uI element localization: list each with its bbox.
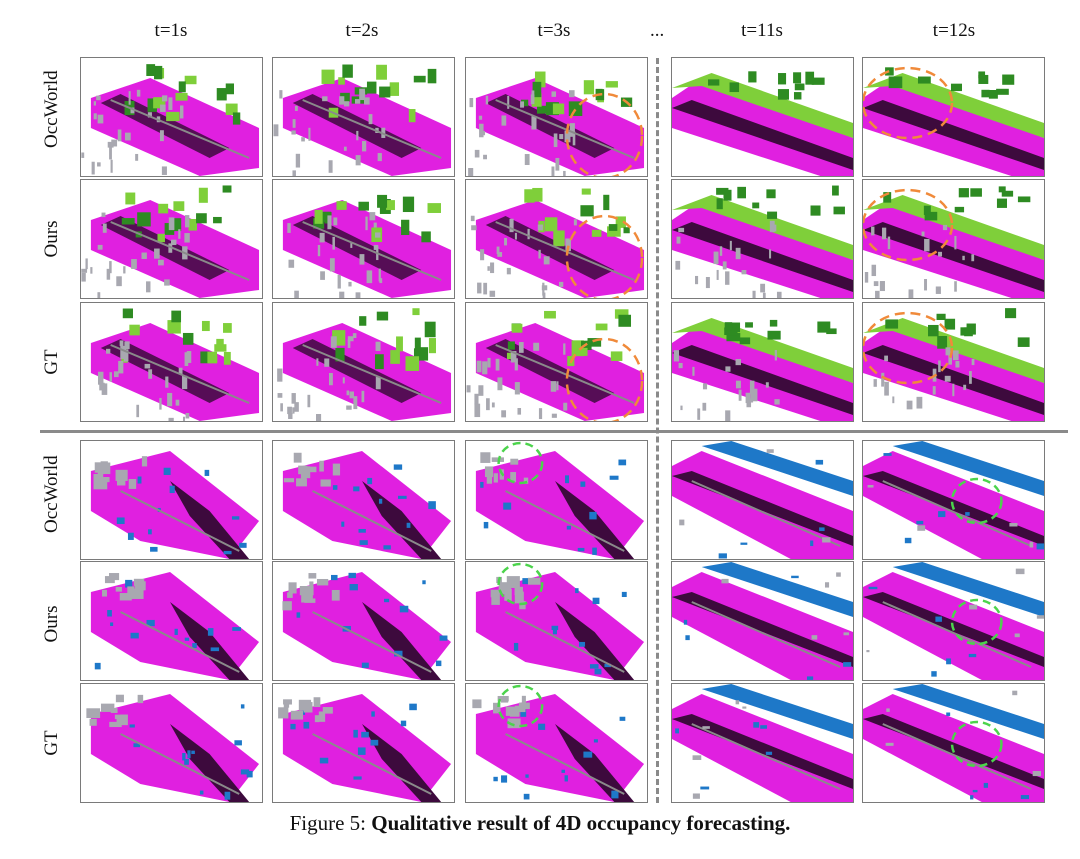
row-label-bottom-gt: GT [41, 730, 62, 756]
occupancy-panel-top-occworld-t2 [272, 57, 455, 177]
occupancy-render [472, 684, 645, 802]
occupancy-panel-top-ours-t3 [465, 179, 648, 299]
occupancy-render [475, 441, 645, 559]
time-ellipsis: ... [650, 20, 665, 41]
occupancy-render [86, 694, 260, 802]
occupancy-render [90, 451, 260, 559]
occupancy-render [468, 71, 645, 176]
occupancy-render [672, 318, 853, 421]
occupancy-panel-bottom-occworld-t3 [465, 440, 648, 560]
occupancy-panel-bottom-ours-t2 [272, 561, 455, 681]
occupancy-render [863, 66, 1044, 176]
occupancy-panel-top-gt-t3 [465, 302, 648, 422]
occupancy-render [90, 308, 260, 421]
figure-caption: Figure 5: Qualitative result of 4D occup… [0, 811, 1080, 836]
occupancy-panel-bottom-ours-t11 [671, 561, 854, 681]
occupancy-panel-bottom-occworld-t2 [272, 440, 455, 560]
occupancy-panel-top-gt-t12 [862, 302, 1045, 422]
occupancy-panel-top-gt-t2 [272, 302, 455, 422]
occupancy-render [81, 185, 260, 298]
occupancy-render [863, 562, 1044, 680]
column-header-t3: t=3s [537, 20, 571, 41]
occupancy-render [863, 441, 1044, 559]
row-label-top-ours: Ours [41, 220, 62, 258]
row-label-top-occworld: OccWorld [41, 70, 62, 148]
caption-title: Qualitative result of 4D occupancy forec… [371, 811, 791, 835]
occupancy-panel-top-ours-t1 [80, 179, 263, 299]
occupancy-panel-top-occworld-t3 [465, 57, 648, 177]
occupancy-render [277, 308, 452, 421]
occupancy-panel-top-gt-t11 [671, 302, 854, 422]
row-label-bottom-occworld: OccWorld [41, 455, 62, 533]
row-label-bottom-ours: Ours [41, 605, 62, 643]
occupancy-render [273, 64, 452, 176]
occupancy-panel-bottom-ours-t3 [465, 561, 648, 681]
occupancy-render [672, 185, 853, 298]
occupancy-panel-top-occworld-t1 [80, 57, 263, 177]
row-label-top-gt: GT [41, 349, 62, 375]
occupancy-panel-bottom-occworld-t12 [862, 440, 1045, 560]
occupancy-panel-bottom-gt-t12 [862, 683, 1045, 803]
occupancy-panel-bottom-occworld-t1 [80, 440, 263, 560]
occupancy-panel-bottom-ours-t12 [862, 561, 1045, 681]
occupancy-render [672, 562, 853, 680]
occupancy-render [475, 562, 645, 680]
caption-prefix: Figure 5: [289, 811, 366, 835]
occupancy-render [278, 694, 452, 802]
column-header-t2: t=2s [345, 20, 379, 41]
occupancy-panel-bottom-ours-t1 [80, 561, 263, 681]
column-header-t1: t=1s [154, 20, 188, 41]
occupancy-render [282, 451, 452, 559]
occupancy-render [863, 186, 1044, 298]
occupancy-panel-top-ours-t12 [862, 179, 1045, 299]
column-header-t12: t=12s [932, 20, 976, 41]
occupancy-render [672, 71, 853, 176]
occupancy-render [90, 572, 260, 680]
occupancy-panel-bottom-gt-t3 [465, 683, 648, 803]
occupancy-render [81, 64, 260, 176]
occupancy-render [863, 684, 1044, 802]
scene-divider [40, 430, 1068, 433]
occupancy-panel-bottom-gt-t2 [272, 683, 455, 803]
occupancy-render [672, 684, 853, 802]
occupancy-panel-bottom-occworld-t11 [671, 440, 854, 560]
occupancy-panel-top-occworld-t11 [671, 57, 854, 177]
occupancy-render [282, 572, 452, 680]
occupancy-render [466, 309, 645, 421]
occupancy-panel-top-ours-t11 [671, 179, 854, 299]
column-header-t11: t=11s [741, 20, 783, 41]
occupancy-render [672, 441, 853, 559]
occupancy-render [282, 194, 452, 298]
occupancy-panel-bottom-gt-t1 [80, 683, 263, 803]
occupancy-panel-bottom-gt-t11 [671, 683, 854, 803]
occupancy-render [470, 187, 645, 298]
occupancy-render [863, 308, 1044, 421]
occupancy-panel-top-occworld-t12 [862, 57, 1045, 177]
occupancy-panel-top-ours-t2 [272, 179, 455, 299]
occupancy-panel-top-gt-t1 [80, 302, 263, 422]
